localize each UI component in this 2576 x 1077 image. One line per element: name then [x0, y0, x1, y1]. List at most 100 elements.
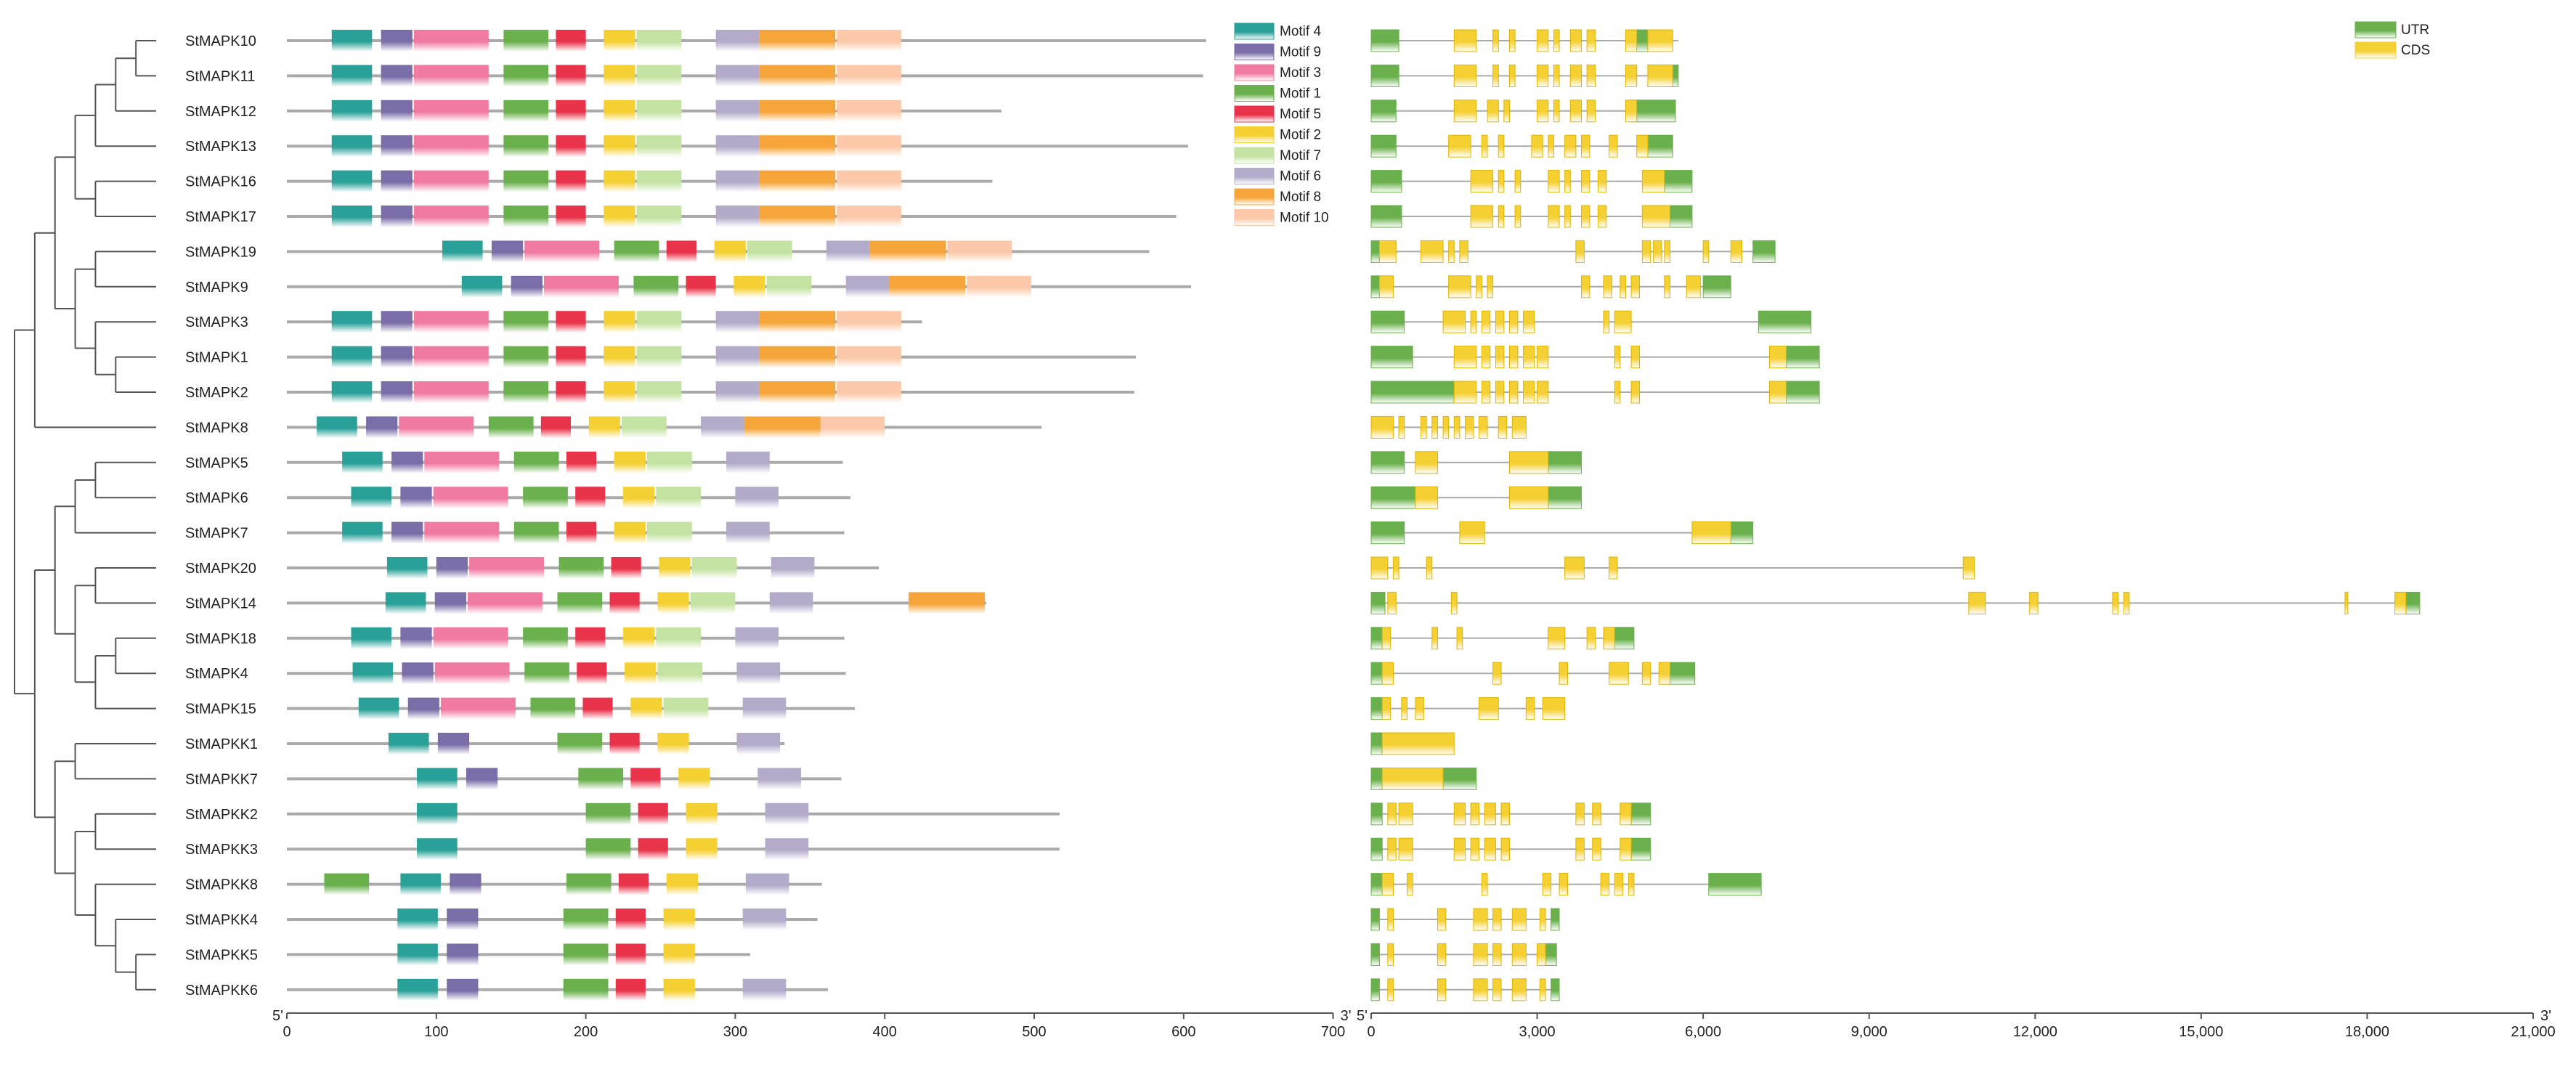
cds-block [1597, 170, 1607, 193]
cds-block [1481, 310, 1491, 333]
utr-block [1708, 873, 1762, 896]
motif-box-m10 [837, 135, 901, 158]
motif-box-m5 [556, 311, 586, 333]
motif-box-m6 [769, 592, 813, 614]
cds-block [1600, 873, 1610, 896]
legend-label: Motif 6 [1280, 169, 1321, 184]
motif-box-m8 [759, 381, 836, 403]
motif-box-m2 [714, 240, 746, 263]
motif-box-m8 [869, 240, 946, 263]
gene-label: StMAPK18 [185, 631, 256, 647]
cds-block [1581, 275, 1590, 298]
axis-tick-label: 6,000 [1685, 1024, 1721, 1040]
motif-box-m8 [759, 99, 836, 122]
gene-label: StMAPK9 [185, 280, 248, 296]
cds-block [1647, 64, 1673, 87]
legend-swatch-m8 [1234, 188, 1275, 206]
motif-box-m1 [523, 487, 568, 509]
motif-box-m1 [503, 346, 549, 368]
cds-block [1542, 697, 1566, 720]
gene-label: StMAPK4 [185, 666, 248, 682]
motif-box-m6 [715, 206, 760, 227]
motif-box-m2 [666, 873, 698, 895]
cds-block [1492, 64, 1499, 87]
cds-block [1370, 556, 1389, 580]
motif-box-m9 [447, 978, 479, 1001]
motif-box-m5 [615, 909, 646, 930]
cds-block [1702, 240, 1710, 263]
motif-box-m4 [397, 909, 438, 930]
cds-block [1381, 697, 1391, 720]
utr-block [1370, 310, 1405, 333]
cds-block [1442, 310, 1466, 333]
motif-box-m2 [604, 346, 635, 368]
motif-box-m1 [513, 451, 559, 474]
cds-block [1415, 697, 1424, 720]
cds-block [1481, 346, 1491, 369]
motif-box-m10 [837, 206, 901, 227]
motif-box-m1 [563, 943, 609, 966]
motif-box-m2 [623, 487, 655, 509]
legend-label: Motif 9 [1280, 45, 1321, 60]
gene-label: StMAPK12 [185, 104, 256, 120]
cds-block [1539, 978, 1546, 1001]
cds-block [1500, 802, 1510, 826]
utr-block [1669, 662, 1696, 685]
motif-box-m4 [461, 275, 503, 298]
cds-block [1470, 310, 1477, 333]
axis-tick-label: 400 [873, 1024, 897, 1040]
cds-block [1525, 697, 1535, 720]
gene-label: StMAPK7 [185, 526, 248, 542]
axis-tick-label: 0 [1367, 1024, 1375, 1040]
utr-block [1548, 451, 1582, 474]
legend-swatch-utr [2354, 21, 2397, 38]
utr-block [1370, 451, 1405, 474]
motif-box-m4 [417, 768, 458, 790]
cds-block [1514, 170, 1521, 193]
motif-box-m8 [759, 30, 836, 52]
cds-block [1492, 943, 1502, 966]
utr-block [1442, 767, 1477, 790]
motif-box-m4 [331, 135, 373, 158]
motif-box-m3 [413, 99, 489, 122]
cds-block [1592, 802, 1601, 826]
cds-block [1653, 240, 1662, 263]
cds-block [1387, 908, 1394, 931]
motif-box-m3 [413, 65, 489, 87]
cds-block [1625, 99, 1638, 123]
axis-tick-label: 300 [723, 1024, 747, 1040]
three-prime-label: 3' [2540, 1008, 2551, 1024]
motif-box-m9 [381, 311, 413, 333]
five-prime-label: 5' [272, 1008, 283, 1024]
cds-block [1484, 837, 1496, 861]
axis-tick-label: 100 [424, 1024, 448, 1040]
cds-block [1448, 275, 1471, 298]
cds-block [1537, 99, 1549, 123]
cds-block [1614, 873, 1624, 896]
utr-block [1551, 978, 1560, 1001]
motif-box-m6 [765, 838, 809, 861]
cds-block [1664, 275, 1670, 298]
cds-block [1421, 415, 1427, 439]
cds-block [1531, 134, 1543, 158]
cds-block [1603, 275, 1612, 298]
phylogenetic-tree [14, 40, 156, 991]
motif-box-m9 [381, 206, 413, 227]
motif-box-m1 [503, 65, 549, 87]
legend-swatch-m7 [1234, 147, 1275, 164]
motif-box-m2 [630, 697, 662, 720]
cds-block [1537, 346, 1549, 369]
motif-box-m6 [715, 30, 760, 52]
utr-block [1370, 732, 1383, 755]
cds-block [1968, 591, 1986, 614]
motif-box-m1 [503, 206, 549, 227]
cds-block [1664, 240, 1670, 263]
motif-box-m5 [615, 978, 646, 1001]
motif-box-m1 [503, 381, 549, 403]
motif-box-m5 [575, 627, 606, 649]
cds-block [1658, 662, 1670, 685]
cds-block [1453, 802, 1466, 826]
cds-block [1459, 521, 1485, 545]
motif-box-m4 [342, 521, 383, 544]
cds-block [1575, 802, 1585, 826]
